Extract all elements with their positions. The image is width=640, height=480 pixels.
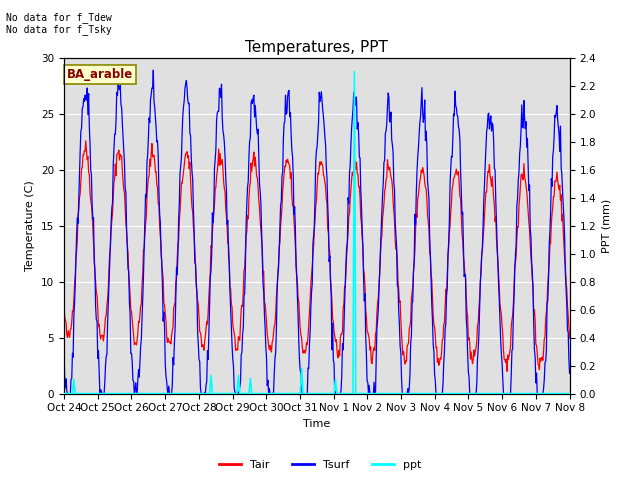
Y-axis label: Temperature (C): Temperature (C) <box>26 180 35 271</box>
Y-axis label: PPT (mm): PPT (mm) <box>602 198 611 253</box>
Text: No data for f_Tdew
No data for f_Tsky: No data for f_Tdew No data for f_Tsky <box>6 12 112 36</box>
X-axis label: Time: Time <box>303 419 330 429</box>
Text: BA_arable: BA_arable <box>67 68 132 81</box>
Title: Temperatures, PPT: Temperatures, PPT <box>245 40 388 55</box>
Legend: Tair, Tsurf, ppt: Tair, Tsurf, ppt <box>214 456 426 474</box>
